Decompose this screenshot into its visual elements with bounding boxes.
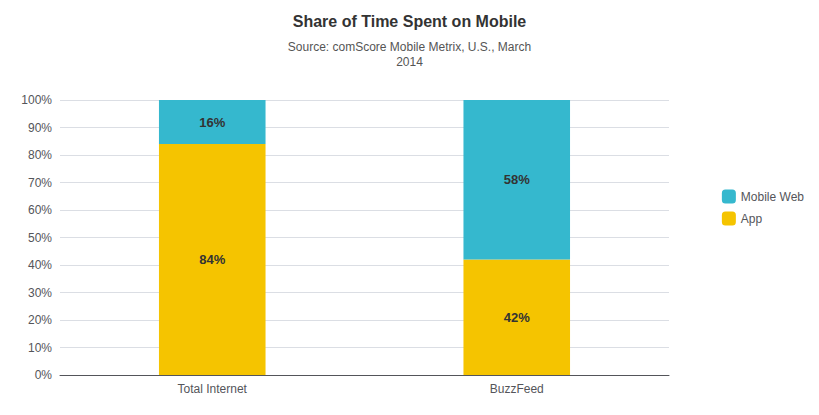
- svg-text:30%: 30%: [28, 286, 52, 300]
- svg-text:90%: 90%: [28, 121, 52, 135]
- svg-text:2014: 2014: [396, 55, 423, 69]
- svg-text:100%: 100%: [21, 93, 52, 107]
- svg-text:Source: comScore Mobile Metrix: Source: comScore Mobile Metrix, U.S., Ma…: [288, 40, 531, 54]
- svg-text:40%: 40%: [28, 258, 52, 272]
- svg-text:20%: 20%: [28, 313, 52, 327]
- svg-text:Total Internet: Total Internet: [178, 382, 248, 396]
- svg-text:60%: 60%: [28, 203, 52, 217]
- svg-text:42%: 42%: [504, 310, 530, 325]
- svg-text:10%: 10%: [28, 341, 52, 355]
- svg-text:58%: 58%: [504, 172, 530, 187]
- svg-text:0%: 0%: [35, 368, 53, 382]
- svg-text:16%: 16%: [199, 115, 225, 130]
- svg-text:Mobile Web: Mobile Web: [741, 190, 804, 204]
- svg-text:50%: 50%: [28, 231, 52, 245]
- svg-text:70%: 70%: [28, 176, 52, 190]
- svg-text:BuzzFeed: BuzzFeed: [490, 382, 544, 396]
- svg-text:80%: 80%: [28, 148, 52, 162]
- svg-text:84%: 84%: [199, 252, 225, 267]
- svg-text:Share of Time Spent on Mobile: Share of Time Spent on Mobile: [293, 13, 527, 30]
- svg-text:App: App: [741, 212, 763, 226]
